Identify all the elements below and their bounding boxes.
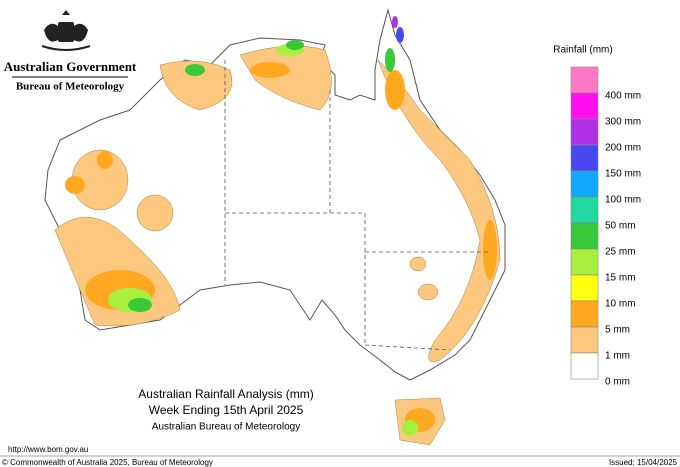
legend-label: 25 mm — [605, 247, 636, 258]
url: http://www.bom.gov.au — [8, 445, 88, 454]
agency: Australian Government — [4, 59, 137, 74]
legend-swatch — [570, 352, 599, 380]
legend-swatch — [570, 326, 599, 354]
legend-swatch — [570, 170, 599, 198]
title-line: Australian Bureau of Meteorology — [152, 422, 300, 433]
legend-swatch — [570, 222, 599, 250]
legend-label: 10 mm — [605, 299, 636, 310]
issued: Issued: 15/04/2025 — [609, 458, 678, 467]
legend-swatch — [570, 144, 599, 172]
title-line: Week Ending 15th April 2025 — [149, 403, 304, 417]
legend-swatch — [570, 118, 599, 146]
legend-label: 50 mm — [605, 221, 636, 232]
legend-label: 150 mm — [605, 169, 641, 180]
legend-label: 100 mm — [605, 195, 641, 206]
copyright: © Commonwealth of Australia 2025, Bureau… — [2, 458, 213, 467]
legend-label: 15 mm — [605, 273, 636, 284]
legend-swatch — [570, 248, 599, 276]
coat-of-arms — [41, 10, 91, 51]
legend-swatch — [570, 196, 599, 224]
legend-swatch — [570, 92, 599, 120]
australia-map — [44, 8, 506, 446]
legend-label: 200 mm — [605, 143, 641, 154]
legend-label: 400 mm — [605, 91, 641, 102]
legend-label: 300 mm — [605, 117, 641, 128]
map-title: Australian Rainfall Analysis (mm) Week En… — [138, 387, 313, 432]
legend-swatch — [570, 300, 599, 328]
legend-swatch — [570, 274, 599, 302]
bureau: Bureau of Meteorology — [16, 81, 125, 93]
legend-label: 1 mm — [605, 351, 630, 362]
legend-label: 0 mm — [605, 377, 630, 388]
legend-label: 5 mm — [605, 325, 630, 336]
legend-title: Rainfall (mm) — [553, 45, 612, 56]
legend-swatch — [570, 66, 599, 94]
title-line: Australian Rainfall Analysis (mm) — [138, 387, 313, 401]
legend: Rainfall (mm) 400 mm 300 mm 200 mm 150 mm 10… — [553, 45, 641, 388]
